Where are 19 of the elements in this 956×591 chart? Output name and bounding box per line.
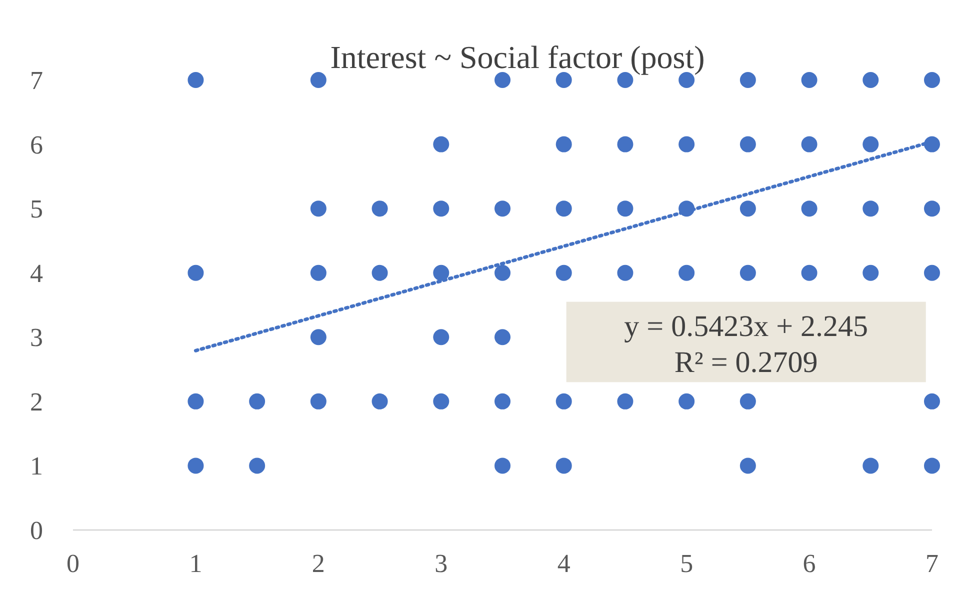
x-tick-label: 5 [680,549,694,578]
annotation: R² = 0.2709 [674,346,818,379]
y-tick-label: 1 [30,452,43,481]
chart-title: Interest ~ Social factor (post) [330,39,705,75]
y-tick-label: 4 [30,258,43,288]
x-tick-label: 2 [312,549,325,578]
y-tick-label: 2 [30,387,43,416]
y-tick-label: 7 [30,66,43,95]
x-tick-label: 0 [66,549,80,578]
y-tick-label: 0 [30,516,43,545]
x-tick-label: 3 [434,549,448,578]
y-tick-label: 3 [30,323,43,352]
y-tick-label: 6 [30,130,43,160]
x-tick-label: 4 [557,549,570,578]
x-tick-label: 6 [802,549,816,578]
y-tick-label: 5 [30,194,43,224]
x-tick-label: 1 [189,549,202,578]
x-tick-label: 7 [926,549,938,578]
annotation: y = 0.5423x + 2.245 [624,310,868,343]
